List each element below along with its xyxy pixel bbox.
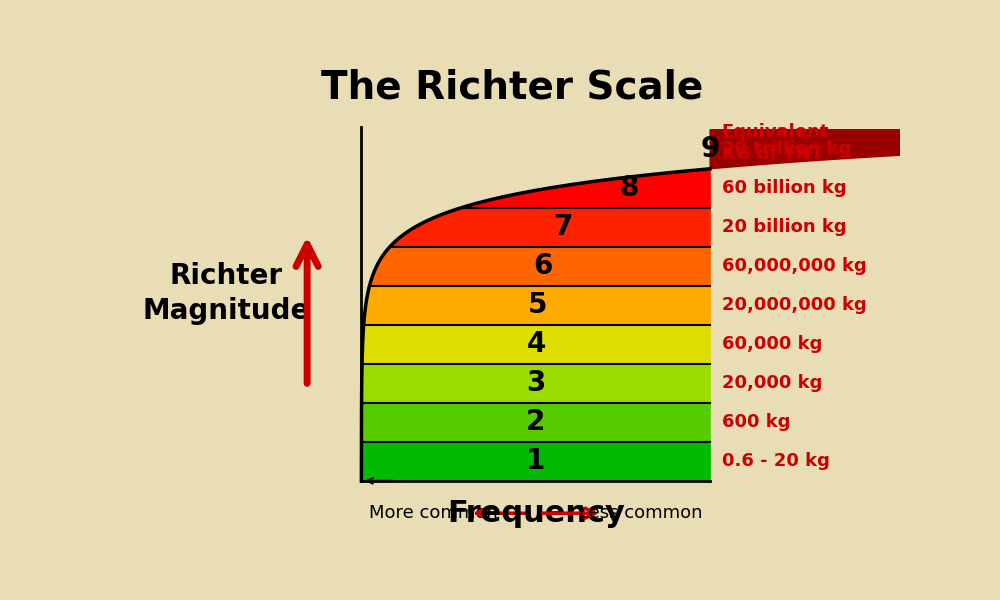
Text: 20 billion kg: 20 billion kg [722,218,846,236]
Text: 7: 7 [553,213,572,241]
Text: Frequency: Frequency [447,499,625,528]
Text: 20,000 kg: 20,000 kg [722,374,822,392]
Polygon shape [369,247,710,286]
Polygon shape [361,442,710,481]
Text: 60,000 kg: 60,000 kg [722,335,822,353]
Text: 20,000,000 kg: 20,000,000 kg [722,296,866,314]
Text: 4: 4 [527,331,546,358]
Polygon shape [390,208,710,247]
Text: 60 billion kg: 60 billion kg [722,179,846,197]
Text: Less common: Less common [579,504,702,522]
Text: 8: 8 [619,174,639,202]
Text: 3: 3 [526,370,546,397]
Text: More common: More common [369,504,498,522]
Polygon shape [362,325,710,364]
Polygon shape [710,130,1000,169]
Text: 60,000,000 kg: 60,000,000 kg [722,257,866,275]
Polygon shape [461,169,710,208]
Text: 20 trillion kg: 20 trillion kg [722,140,851,158]
Text: 0.6 - 20 kg: 0.6 - 20 kg [722,452,830,470]
Text: The Richter Scale: The Richter Scale [321,68,704,107]
Text: 6: 6 [534,252,553,280]
Text: 1: 1 [526,448,545,475]
Text: 9: 9 [700,135,720,163]
Polygon shape [361,403,710,442]
Text: 5: 5 [528,292,548,319]
Text: Equivalent
KG of TNT: Equivalent KG of TNT [722,123,829,163]
Polygon shape [364,286,710,325]
Polygon shape [362,364,710,403]
Text: Richter
Magnitude: Richter Magnitude [142,262,309,325]
Text: 600 kg: 600 kg [722,413,790,431]
Text: 2: 2 [526,409,545,436]
